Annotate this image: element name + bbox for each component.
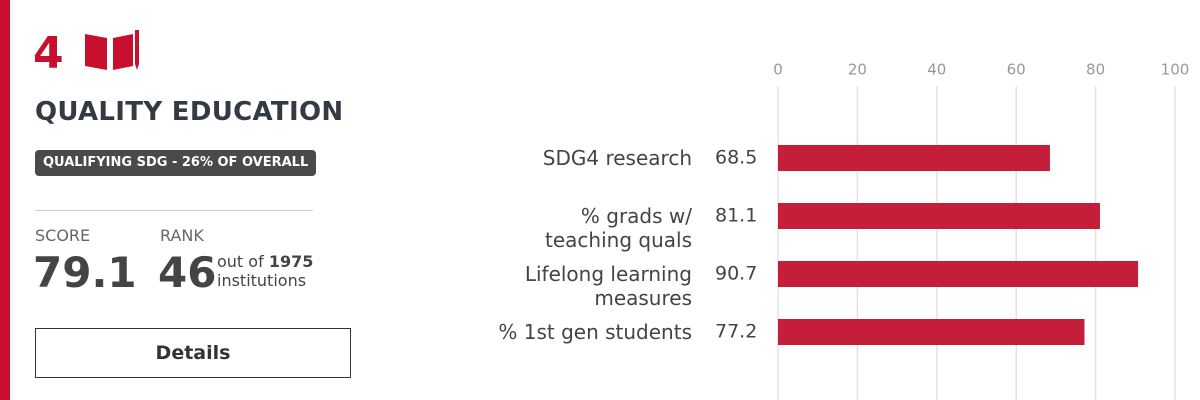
rank-value: 46 [158, 248, 217, 297]
x-tick-label: 60 [1007, 61, 1026, 79]
value-label: 81.1 [715, 205, 757, 227]
rank-total: out of 1975 institutions [217, 252, 313, 290]
value-label: 90.7 [715, 263, 757, 285]
badge: QUALIFYING SDG - 26% OF OVERALL [35, 150, 317, 176]
details-button[interactable]: Details [35, 328, 351, 378]
category-label: SDG4 research [542, 146, 692, 170]
rank-unit: institutions [217, 271, 307, 290]
x-tick-label: 40 [927, 61, 946, 79]
divider [35, 210, 313, 211]
bar [778, 145, 1050, 171]
value-label: 77.2 [715, 321, 757, 343]
bar [778, 261, 1139, 287]
rank-out-of: out of [217, 252, 264, 271]
bar [778, 203, 1100, 229]
rank-label: RANK [160, 226, 204, 245]
rank-total-number: 1975 [268, 252, 314, 271]
x-tick-label: 0 [773, 61, 783, 79]
value-label: 68.5 [715, 147, 757, 169]
book-icon [84, 30, 139, 70]
x-tick-label: 100 [1161, 61, 1190, 79]
accent-bar [0, 0, 10, 400]
x-tick-label: 20 [848, 61, 867, 79]
goal-number-text: 4 [33, 28, 64, 79]
goal-number: 4 [33, 28, 141, 79]
bar [778, 319, 1085, 345]
score-label: SCORE [35, 226, 91, 245]
category-label: Lifelong learning measures [524, 262, 692, 310]
category-label: % 1st gen students [498, 320, 692, 344]
x-tick-label: 80 [1086, 61, 1105, 79]
goal-title: QUALITY EDUCATION [35, 97, 344, 127]
score-value: 79.1 [33, 248, 137, 297]
category-label: % grads w/ teaching quals [545, 204, 692, 252]
